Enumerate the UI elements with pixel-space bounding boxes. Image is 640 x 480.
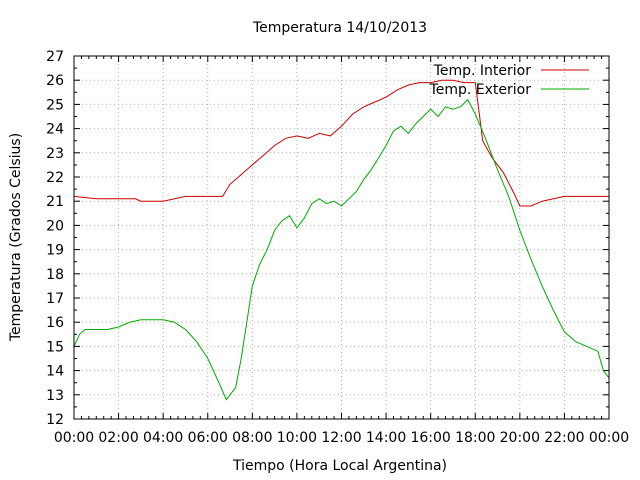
series-line-exterior <box>73 98 610 401</box>
legend: Temp. Interior Temp. Exterior <box>429 63 589 98</box>
x-tick-label: 04:00 <box>143 430 183 446</box>
legend-label: Temp. Exterior <box>429 82 532 98</box>
plot-frame <box>73 55 610 420</box>
x-tick-label: 14:00 <box>366 430 406 446</box>
series-line-interior <box>73 79 609 207</box>
x-axis-ticks: 00:00 02:00 04:00 06:00 08:00 10:00 12:00 14:00… <box>54 56 629 446</box>
series-lines <box>73 79 610 401</box>
y-tick-label: 18 <box>46 267 64 283</box>
x-axis-label: Tiempo (Hora Local Argentina) <box>232 458 447 474</box>
y-tick-label: 20 <box>46 218 64 234</box>
x-tick-label: 16:00 <box>410 430 450 446</box>
y-tick-label: 14 <box>46 364 64 380</box>
y-tick-label: 17 <box>46 291 64 307</box>
x-tick-label: 02:00 <box>98 430 138 446</box>
y-axis-label: Temperatura (Grados Celsius) <box>8 133 24 342</box>
x-tick-label: 12:00 <box>321 430 361 446</box>
chart-title: Temperatura 14/10/2013 <box>252 20 427 36</box>
y-tick-label: 24 <box>46 122 64 138</box>
x-tick-label: 08:00 <box>232 430 272 446</box>
y-tick-label: 21 <box>46 194 64 210</box>
y-tick-label: 16 <box>46 315 64 331</box>
y-tick-label: 23 <box>46 146 64 162</box>
y-tick-label: 27 <box>46 49 64 65</box>
legend-label: Temp. Interior <box>433 63 532 79</box>
x-tick-label: 00:00 <box>54 430 94 446</box>
x-tick-label: 18:00 <box>455 430 495 446</box>
y-tick-label: 25 <box>46 97 64 113</box>
x-tick-label: 22:00 <box>544 430 584 446</box>
x-tick-label: 20:00 <box>500 430 540 446</box>
y-tick-label: 26 <box>46 73 64 89</box>
y-tick-label: 15 <box>46 339 64 355</box>
y-tick-label: 19 <box>46 243 64 259</box>
x-tick-label: 06:00 <box>188 430 228 446</box>
y-tick-label: 22 <box>46 170 64 186</box>
grid-lines <box>74 56 609 419</box>
x-tick-label: 00:00 <box>589 430 629 446</box>
y-tick-label: 13 <box>46 388 64 404</box>
y-tick-label: 12 <box>46 412 64 428</box>
y-axis-ticks: 12 13 14 15 16 17 18 19 20 21 22 23 24 25 26 27 <box>46 49 609 428</box>
x-tick-label: 10:00 <box>277 430 317 446</box>
